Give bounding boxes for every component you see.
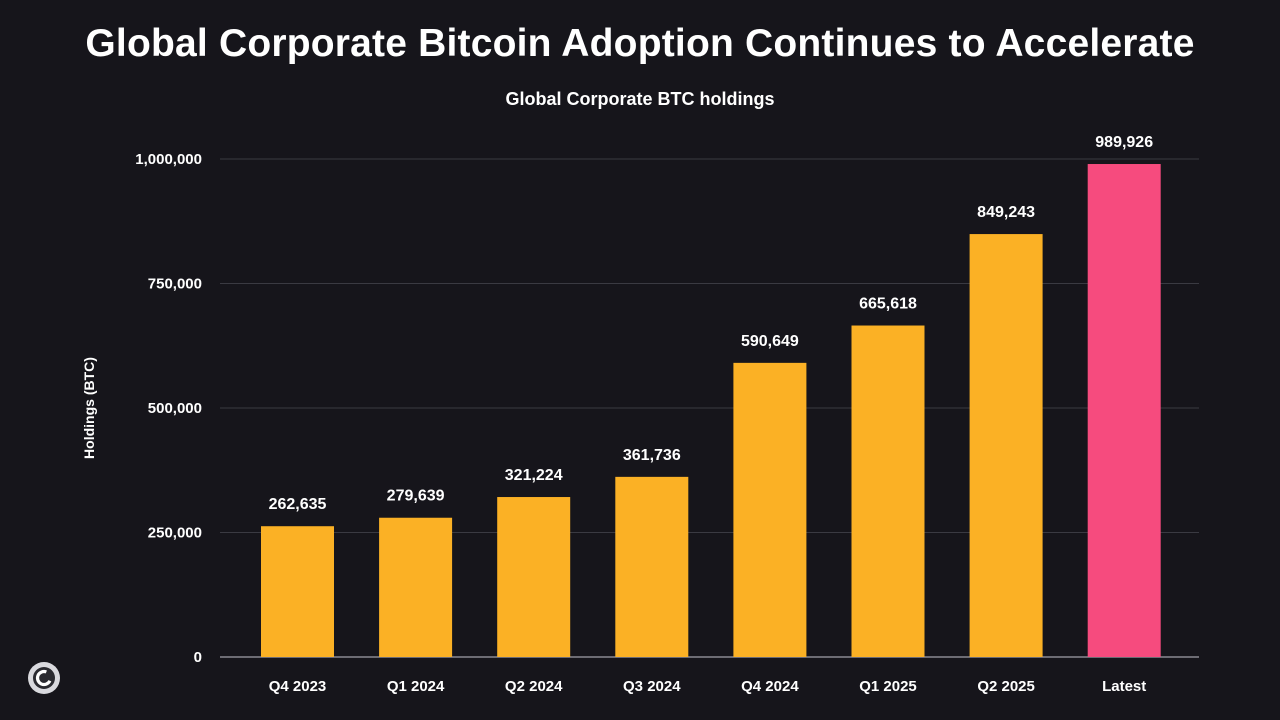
x-tick-label: Latest (1102, 678, 1146, 695)
chart-subtitle: Global Corporate BTC holdings (505, 89, 775, 109)
x-tick-label: Q2 2024 (505, 678, 563, 695)
bar-q1-2025 (851, 325, 925, 657)
y-tick-label: 1,000,000 (135, 151, 202, 168)
chart-title: Global Corporate Bitcoin Adoption Contin… (85, 22, 1195, 65)
bar-value-label: 849,243 (977, 204, 1035, 221)
bar-value-label: 361,736 (623, 447, 681, 464)
y-tick-label: 750,000 (148, 276, 202, 293)
bar-value-label: 262,635 (269, 496, 327, 513)
bar-value-label: 665,618 (859, 296, 917, 313)
bar-q4-2024 (733, 362, 807, 657)
x-tick-label: Q2 2025 (977, 678, 1035, 695)
y-tick-label: 500,000 (148, 400, 202, 417)
x-tick-label: Q1 2024 (387, 678, 445, 695)
x-tick-label: Q1 2025 (859, 678, 917, 695)
y-tick-label: 250,000 (148, 525, 202, 542)
x-tick-label: Q4 2024 (741, 678, 799, 695)
coin-c-icon (28, 662, 60, 694)
x-tick-label: Q4 2023 (269, 678, 327, 695)
x-tick-label: Q3 2024 (623, 678, 681, 695)
bar-value-label: 989,926 (1095, 134, 1153, 151)
bar-q2-2024 (497, 497, 571, 657)
bar-value-label: 321,224 (505, 467, 563, 484)
bar-latest (1087, 164, 1161, 657)
bar-value-label: 279,639 (387, 488, 445, 505)
bar-q1-2024 (379, 517, 453, 657)
bar-q2-2025 (969, 234, 1043, 658)
y-tick-label: 0 (194, 649, 202, 666)
bar-value-label: 590,649 (741, 333, 799, 350)
bar-q4-2023 (261, 526, 334, 657)
bar-q3-2024 (615, 476, 689, 657)
